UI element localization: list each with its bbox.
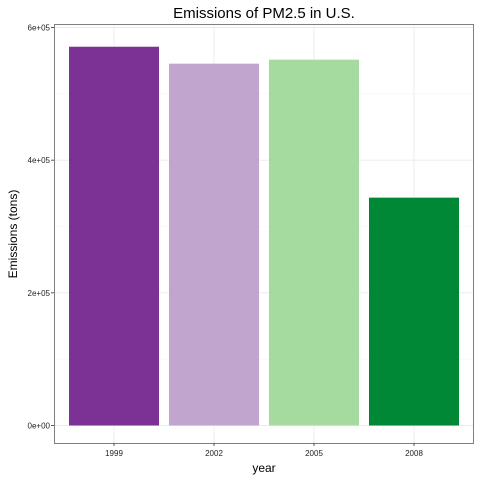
plot-panel-border: [54, 24, 474, 444]
y-tick-label: 2e+05: [28, 289, 51, 298]
x-axis-title: year: [252, 461, 275, 475]
x-tick-label: 2008: [405, 449, 423, 458]
y-tick-label: 0e+00: [28, 422, 51, 431]
x-axis: 1999 2002 2005 2008: [105, 443, 423, 458]
bar-2002: [169, 63, 259, 426]
y-axis-title: Emissions (tons): [6, 190, 20, 279]
y-tick-label: 6e+05: [28, 24, 51, 33]
bar-2005: [269, 59, 359, 426]
bar-2008: [369, 197, 459, 426]
bar-1999: [69, 46, 159, 426]
x-tick-label: 1999: [105, 449, 123, 458]
x-tick-label: 2002: [205, 449, 223, 458]
y-axis: 0e+00 2e+05 4e+05 6e+05: [28, 24, 54, 431]
y-tick-label: 4e+05: [28, 156, 51, 165]
bars: [69, 46, 459, 426]
chart-title: Emissions of PM2.5 in U.S.: [173, 5, 355, 22]
x-tick-label: 2005: [305, 449, 323, 458]
